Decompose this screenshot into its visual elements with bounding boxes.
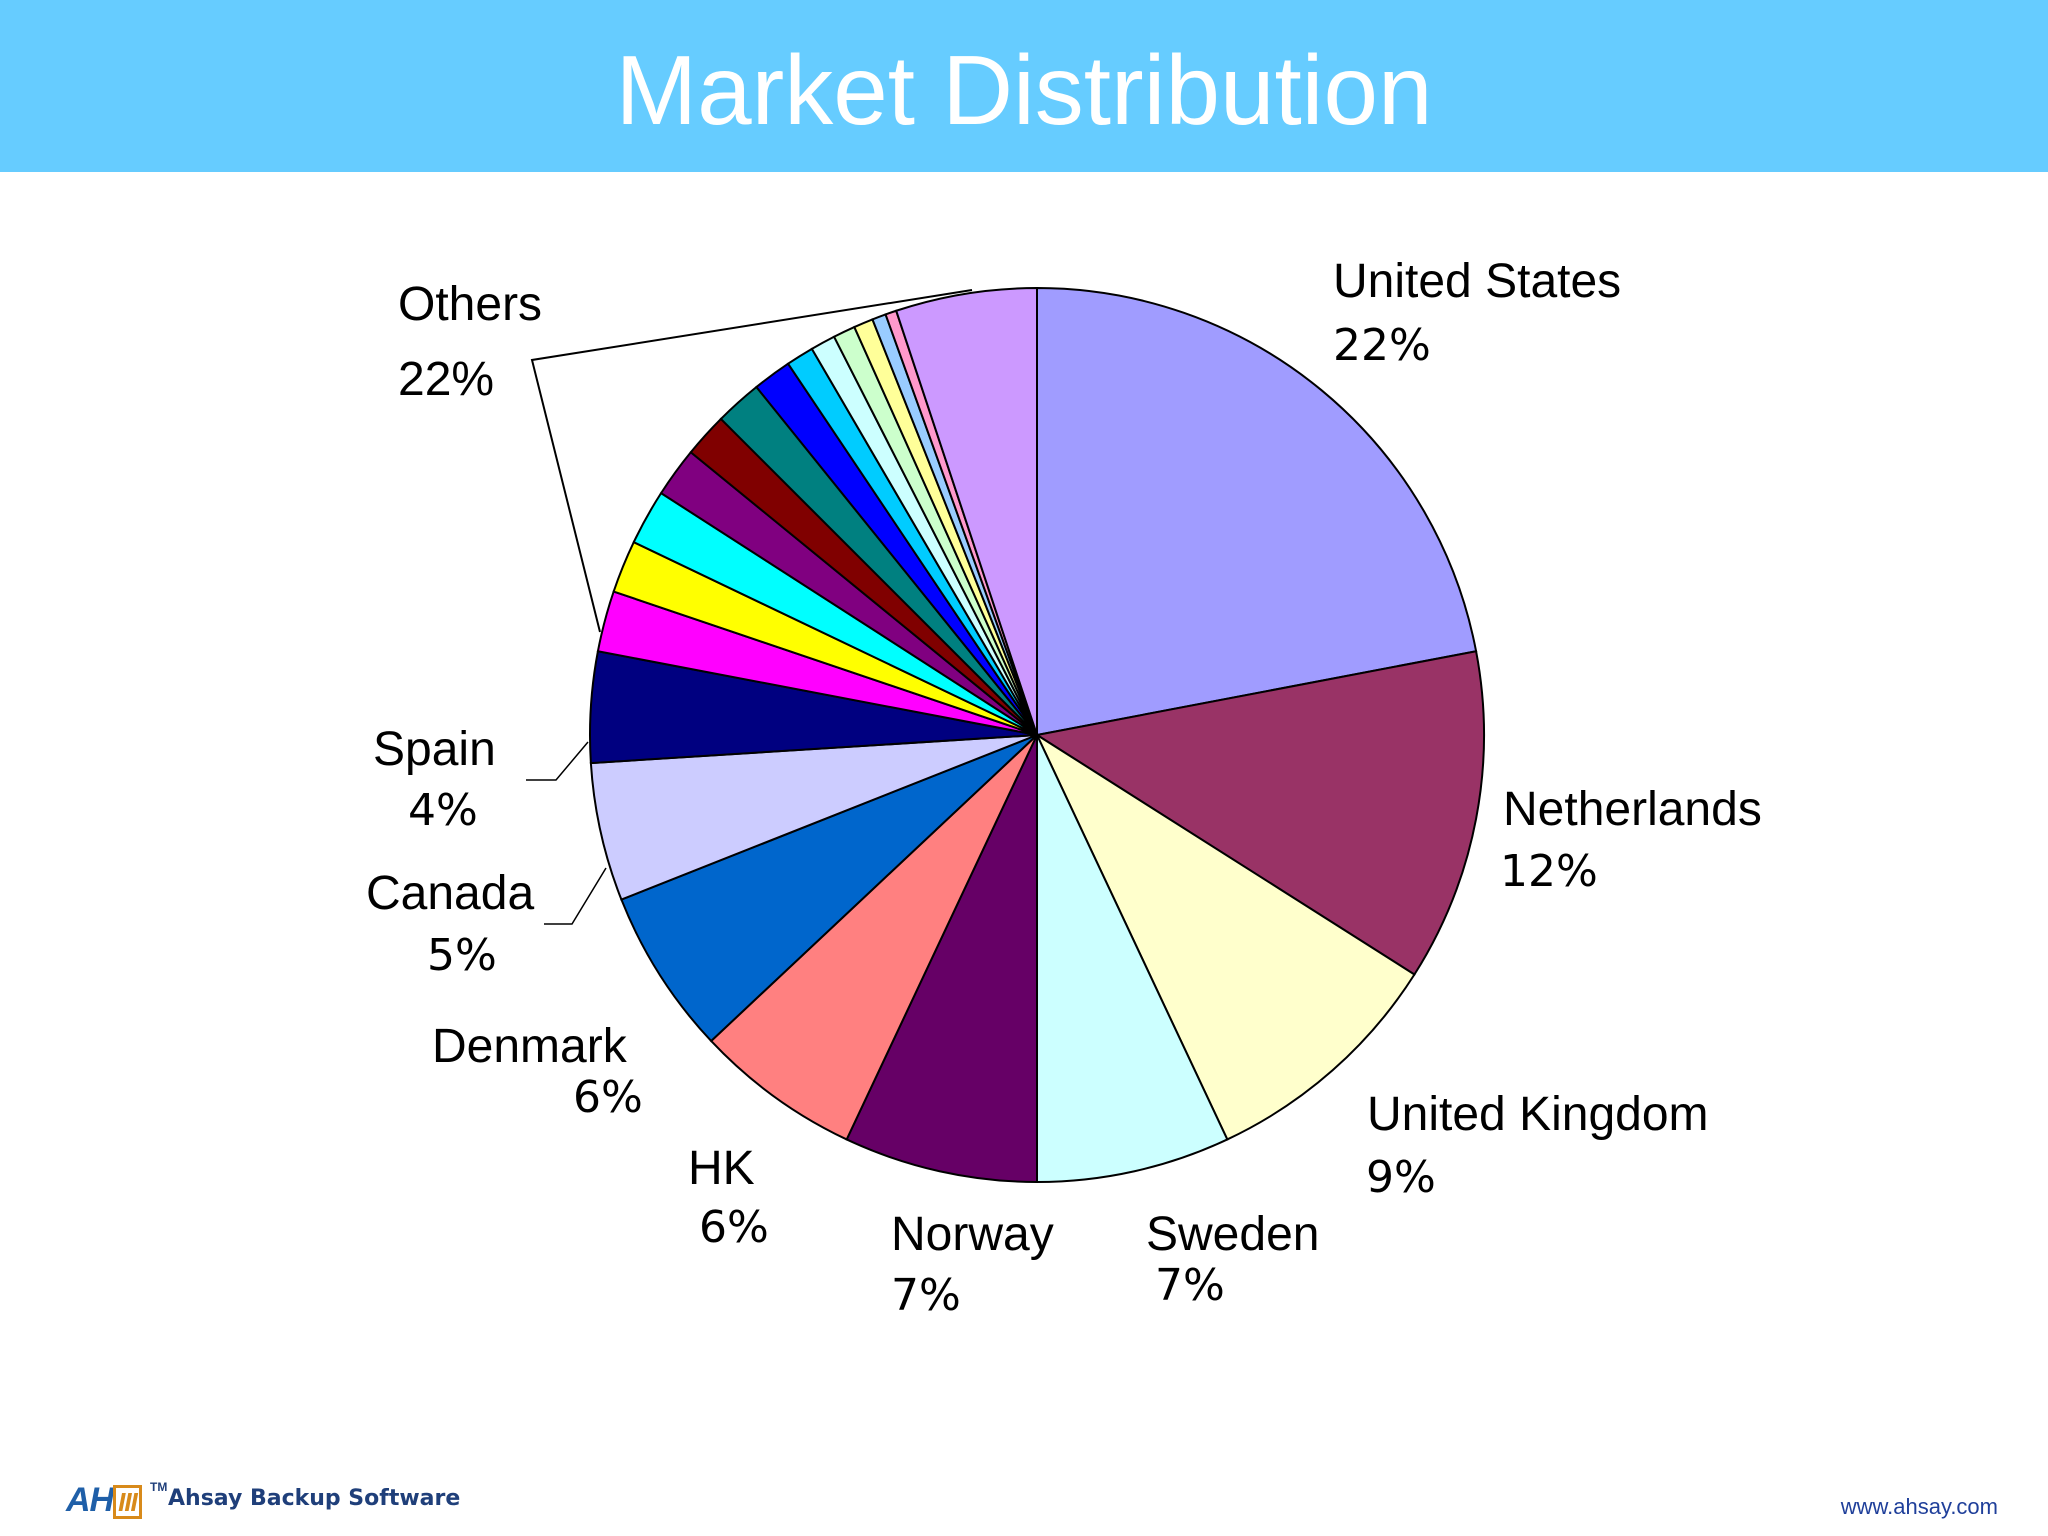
slide-title: Market Distribution (615, 35, 1433, 145)
others-leader-line (530, 289, 973, 633)
pie-slice-united-kingdom (1034, 732, 1416, 1141)
label-sweden: Sweden (1146, 1208, 1319, 1261)
pie-slice-netherlands (1034, 650, 1485, 976)
pie-slices (589, 286, 1485, 1184)
label-canada: Canada (366, 867, 534, 920)
pct-canada: 5% (427, 930, 497, 981)
label-netherlands: Netherlands (1503, 783, 1762, 836)
logo-mark-letters: AH (66, 1481, 114, 1519)
pie-slice-norway (845, 734, 1038, 1184)
title-bar (0, 0, 2048, 172)
slice-labels: United States 22% Netherlands 12% United… (366, 255, 1762, 1321)
logo-mark-box: III (113, 1485, 142, 1519)
pct-others: 22% (398, 353, 494, 406)
logo-company-name: Ahsay Backup Software (168, 1486, 461, 1511)
pct-norway: 7% (891, 1270, 961, 1321)
pie-slice-denmark (620, 734, 1038, 1043)
label-others: Others (398, 278, 542, 331)
pct-united-kingdom: 9% (1366, 1152, 1436, 1203)
logo-mark: AH III (66, 1480, 148, 1519)
logo-trademark: TM (150, 1480, 168, 1494)
pct-netherlands: 12% (1500, 846, 1598, 897)
pie-slice-hk (709, 734, 1038, 1141)
pie-slice-united-states (1036, 286, 1478, 737)
label-united-kingdom: United Kingdom (1367, 1088, 1709, 1141)
label-norway: Norway (891, 1208, 1054, 1261)
pie-slice-others-part-14 (894, 286, 1038, 736)
pct-united-states: 22% (1333, 320, 1431, 371)
pie-slice-sweden (1036, 734, 1229, 1184)
label-hk: HK (688, 1142, 755, 1195)
label-denmark: Denmark (432, 1020, 628, 1073)
label-united-states: United States (1333, 255, 1621, 308)
footer-url: www.ahsay.com (1840, 1494, 1998, 1519)
leader-lines (526, 289, 973, 925)
spain-leader-line (526, 741, 589, 781)
pct-sweden: 7% (1155, 1260, 1225, 1311)
pct-denmark: 6% (573, 1072, 643, 1123)
label-spain: Spain (373, 723, 496, 776)
pct-hk: 6% (699, 1202, 769, 1253)
company-logo: AH III TM Ahsay Backup Software (66, 1480, 460, 1520)
canada-leader-line (544, 867, 607, 925)
pct-spain: 4% (408, 785, 478, 836)
